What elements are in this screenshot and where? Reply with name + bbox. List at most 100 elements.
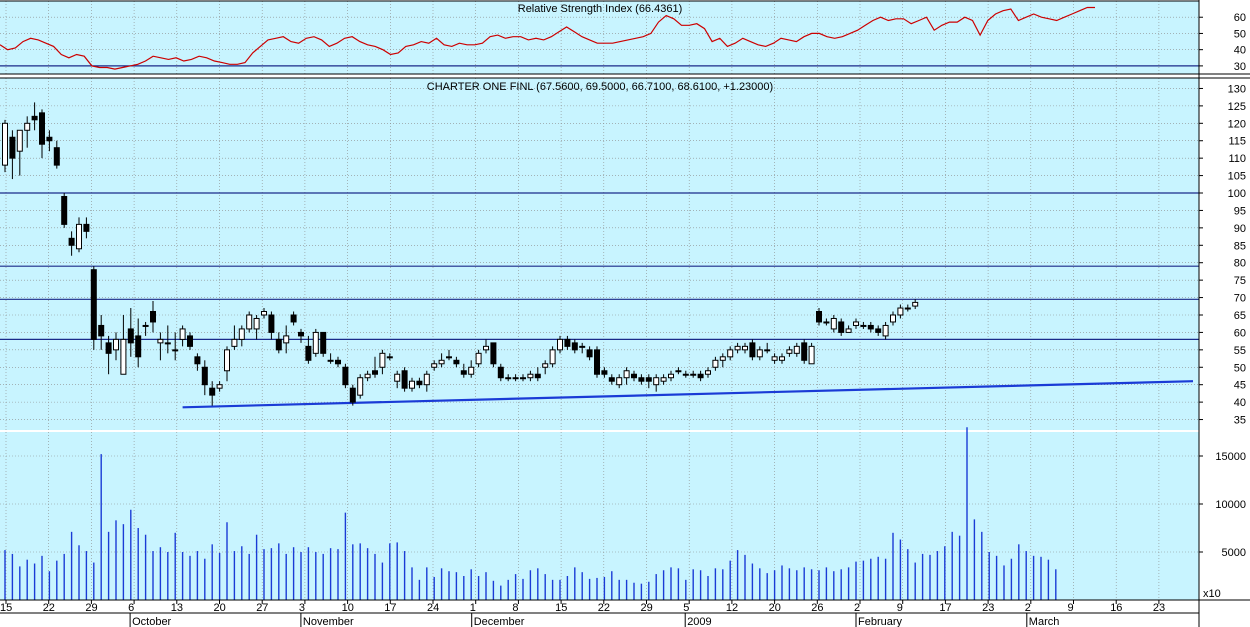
candle xyxy=(867,321,874,333)
candle-body-up xyxy=(557,338,563,351)
x-day-label: 29 xyxy=(85,602,97,614)
candle xyxy=(505,374,512,382)
candle-body-down xyxy=(638,377,645,382)
candle xyxy=(579,342,586,354)
x-day-label: 20 xyxy=(214,602,226,614)
x-month-label: November xyxy=(303,616,354,627)
x-month-label: March xyxy=(1029,616,1060,627)
candle xyxy=(312,328,319,357)
candle-body-down xyxy=(298,331,304,337)
candle-body-up xyxy=(712,359,719,368)
candle xyxy=(379,349,386,375)
candle xyxy=(675,367,682,375)
candle xyxy=(290,311,297,326)
candle-body-up xyxy=(379,352,386,368)
candle-body-up xyxy=(904,307,911,310)
candle xyxy=(904,304,911,312)
candle xyxy=(697,370,704,382)
candle xyxy=(61,193,68,228)
price-y-tick-label: 65 xyxy=(1234,310,1246,322)
candle-body-down xyxy=(46,136,53,142)
candle-body-up xyxy=(231,338,238,347)
price-y-tick-label: 50 xyxy=(1234,362,1246,374)
candle-body-down xyxy=(187,335,193,347)
candle-body-up xyxy=(734,345,741,351)
candle-body-down xyxy=(9,136,16,159)
price-y-tick-label: 90 xyxy=(1234,223,1246,235)
x-day-label: 27 xyxy=(256,602,268,614)
candle xyxy=(342,363,349,389)
candle xyxy=(90,266,97,350)
candle-body-down xyxy=(875,328,882,333)
candle xyxy=(438,353,445,368)
candle xyxy=(801,339,808,364)
price-y-tick-label: 70 xyxy=(1234,293,1246,305)
x-day-label: 17 xyxy=(384,602,396,614)
candle xyxy=(164,325,171,354)
x-day-label: 15 xyxy=(555,602,567,614)
candle xyxy=(712,356,719,371)
candle-body-down xyxy=(268,314,275,333)
x-day-label: 2 xyxy=(854,602,860,614)
candle-body-up xyxy=(2,122,8,166)
candle-body-up xyxy=(653,377,660,386)
candle-body-down xyxy=(497,366,504,379)
candle-body-down xyxy=(453,359,460,365)
candle-body-up xyxy=(742,345,748,351)
candle-body-down xyxy=(586,349,593,358)
candle xyxy=(16,129,23,176)
candle-body-up xyxy=(823,321,830,324)
candle-body-up xyxy=(579,345,586,348)
candle-body-down xyxy=(608,377,615,382)
candle-body-down xyxy=(275,338,282,351)
candle xyxy=(631,370,637,382)
candle-body-down xyxy=(601,370,608,375)
volume-grid xyxy=(0,432,1199,600)
candle-body-up xyxy=(882,324,889,337)
candle xyxy=(372,356,378,378)
candle xyxy=(534,367,541,382)
candle-body-down xyxy=(801,342,808,361)
candle-body-down xyxy=(349,387,356,403)
candle-body-down xyxy=(697,373,704,379)
x-day-label: 23 xyxy=(982,602,994,614)
candle-body-up xyxy=(283,335,290,344)
candle-body-up xyxy=(520,377,526,380)
candle-body-up xyxy=(364,373,371,379)
candle xyxy=(9,130,16,180)
candle xyxy=(786,346,793,357)
candle xyxy=(216,381,223,392)
rsi-y-tick-label: 30 xyxy=(1234,61,1246,73)
x-month-label: October xyxy=(132,616,171,627)
candle-body-up xyxy=(897,307,904,316)
candle-body-up xyxy=(660,377,667,382)
candle xyxy=(261,308,267,319)
candle xyxy=(475,349,482,368)
rsi-y-tick-label: 40 xyxy=(1234,45,1246,57)
candle-body-down xyxy=(194,356,201,365)
candle xyxy=(39,109,45,159)
candle xyxy=(187,332,193,350)
candle-body-up xyxy=(16,129,23,152)
candle xyxy=(179,325,186,347)
price-y-tick-label: 125 xyxy=(1228,101,1246,113)
x-day-label: 8 xyxy=(512,602,518,614)
x-day-label: 22 xyxy=(598,602,610,614)
x-day-label: 2 xyxy=(1025,602,1031,614)
rsi-panel: 30 40 50 60 Relative Strength Index (66.436… xyxy=(0,1,1246,74)
price-plot-area xyxy=(0,78,1199,430)
candle xyxy=(705,367,711,378)
candle xyxy=(468,360,475,378)
price-y-tick-label: 115 xyxy=(1228,136,1246,148)
candle-body-down xyxy=(201,366,208,386)
candle xyxy=(120,314,127,375)
candle xyxy=(98,314,105,350)
candle xyxy=(113,332,119,361)
candle xyxy=(527,370,534,382)
volume-bars xyxy=(4,427,1057,600)
candle-body-up xyxy=(172,349,179,352)
candle xyxy=(542,360,549,375)
rsi-grid xyxy=(0,1,1199,74)
